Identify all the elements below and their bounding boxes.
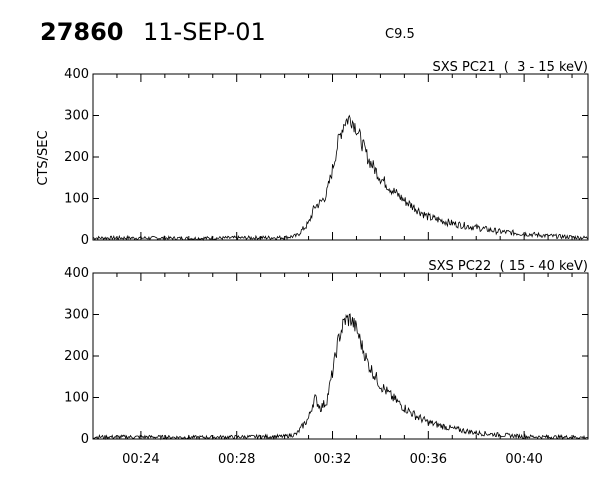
y-tick-label: 200 (64, 349, 89, 364)
flare-class: C9.5 (385, 27, 415, 42)
y-tick-label: 400 (64, 266, 89, 281)
series-group (92, 114, 589, 242)
y-tick-label: 0 (81, 233, 89, 248)
x-ticks (92, 273, 573, 439)
x-ticks (92, 74, 573, 240)
y-tick-label: 300 (64, 308, 89, 323)
y-tick-label: 100 (64, 192, 89, 207)
panel-title: SXS PC21 ( 3 - 15 keV) (432, 60, 588, 75)
plot-frame (92, 73, 589, 241)
series-line (92, 114, 589, 242)
x-tick-label: 00:40 (505, 452, 542, 467)
y-axis-label: CTS/SEC (36, 130, 51, 185)
y-ticks: 0 100 200 300 400 (64, 67, 588, 248)
panel-pc22: SXS PC22 ( 15 - 40 keV) 0 100 200 300 400 00… (64, 259, 589, 467)
x-tick-label: 00:28 (218, 452, 255, 467)
y-tick-label: 300 (64, 109, 89, 124)
panel-pc21: SXS PC21 ( 3 - 15 keV) CTS/SEC 0 100 200 30… (36, 60, 589, 248)
x-tick-label: 00:36 (410, 452, 447, 467)
y-tick-label: 100 (64, 391, 89, 406)
x-tick-labels: 00:24 00:28 00:32 00:36 00:40 (122, 452, 543, 467)
panel-title: SXS PC22 ( 15 - 40 keV) (428, 259, 588, 274)
series-line (93, 313, 589, 441)
event-id: 27860 (40, 18, 124, 46)
y-tick-label: 200 (64, 150, 89, 165)
y-tick-label: 0 (81, 432, 89, 447)
event-date: 11-SEP-01 (143, 18, 266, 46)
x-tick-label: 00:24 (122, 452, 159, 467)
plot-frame (92, 272, 589, 440)
series-group (93, 313, 589, 441)
y-ticks: 0 100 200 300 400 (64, 266, 588, 447)
y-tick-label: 400 (64, 67, 89, 82)
x-tick-label: 00:32 (314, 452, 351, 467)
